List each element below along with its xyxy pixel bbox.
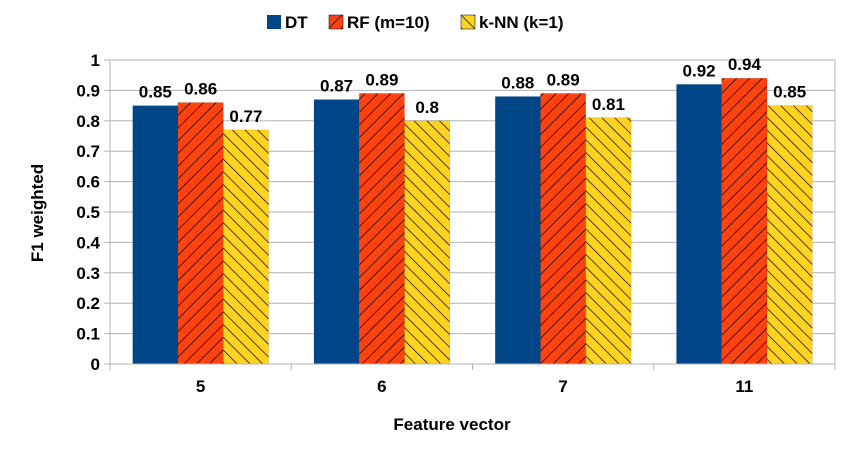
bar-dt <box>495 96 541 364</box>
bar-dt <box>132 105 178 364</box>
y-tick-label: 0.2 <box>76 294 100 313</box>
data-label: 0.92 <box>683 61 716 80</box>
bar-dt <box>676 84 722 364</box>
data-label: 0.85 <box>139 83 172 102</box>
y-tick-label: 0.6 <box>76 173 100 192</box>
data-label: 0.89 <box>547 70 580 89</box>
legend-swatch-dt <box>267 15 281 29</box>
data-label: 0.88 <box>501 73 534 92</box>
bar-knn <box>585 117 632 365</box>
y-tick-label: 0.8 <box>76 112 100 131</box>
data-label: 0.8 <box>415 98 439 117</box>
y-tick-label: 0 <box>91 355 100 374</box>
y-tick-label: 0.3 <box>76 264 100 283</box>
data-label: 0.94 <box>728 55 762 74</box>
x-axis-ticks: 5 6 7 11 <box>109 364 836 396</box>
bar-rf <box>540 93 587 365</box>
y-tick-label: 1 <box>91 51 100 70</box>
y-tick-label: 0.1 <box>76 325 100 344</box>
bar-dt <box>313 99 360 365</box>
y-tick-label: 0.4 <box>76 233 100 252</box>
data-label: 0.77 <box>229 107 262 126</box>
y-tick-label: 0.5 <box>76 203 100 222</box>
legend-label-knn: k-NN (k=1) <box>479 13 564 32</box>
legend-label-dt: DT <box>285 13 308 32</box>
data-label: 0.89 <box>365 70 398 89</box>
y-axis-title: F1 weighted <box>28 164 47 262</box>
bar-rf <box>358 93 405 365</box>
legend-swatch-knn <box>460 14 476 30</box>
y-tick-label: 0.9 <box>76 81 100 100</box>
bar-knn <box>404 120 451 365</box>
x-tick-label: 11 <box>735 377 753 396</box>
bar-knn <box>766 105 813 365</box>
x-axis-title: Feature vector <box>393 415 511 434</box>
y-tick-label: 0.7 <box>76 142 100 161</box>
bar-knn <box>223 129 269 365</box>
legend: DT RF (m=10) k-NN (k=1) <box>267 13 564 32</box>
y-axis-ticks: 0 0.1 0.2 0.3 0.4 0.5 0.6 0.7 0.8 0.9 1 <box>76 51 110 374</box>
bar-rf <box>721 77 768 365</box>
data-label: 0.87 <box>320 77 353 96</box>
data-labels: 0.85 0.86 0.77 0.87 0.89 0.8 0.88 0.89 0.81 0.92 0… <box>139 55 806 126</box>
x-tick-label: 7 <box>558 377 567 396</box>
bar-rf <box>177 102 224 365</box>
legend-swatch-rf <box>328 14 344 30</box>
data-label: 0.85 <box>773 83 806 102</box>
x-tick-label: 5 <box>196 377 205 396</box>
x-tick-label: 6 <box>377 377 386 396</box>
data-label: 0.86 <box>184 80 217 99</box>
bars <box>132 77 813 365</box>
legend-label-rf: RF (m=10) <box>347 13 430 32</box>
data-label: 0.81 <box>592 95 625 114</box>
